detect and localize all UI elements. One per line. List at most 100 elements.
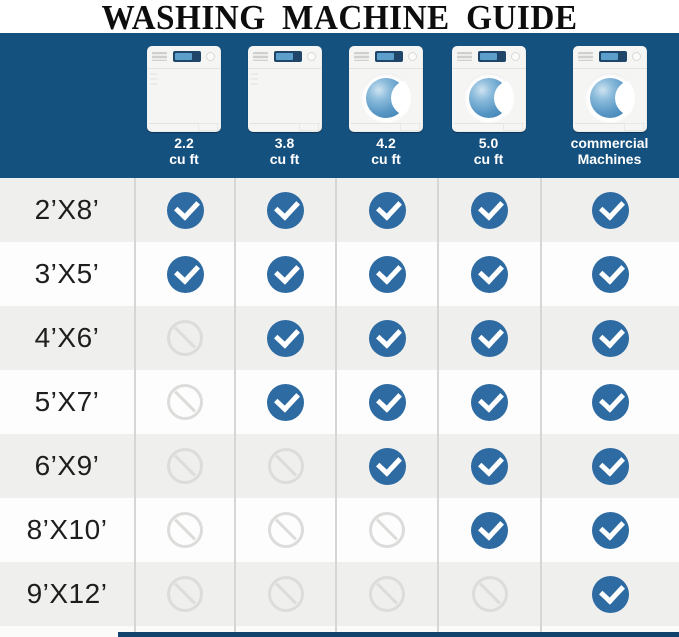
compatibility-cell [234,370,335,434]
rug-size-label: 3’X5’ [34,258,100,289]
compatibility-cell [335,434,437,498]
capacity-unit: cu ft [169,150,199,167]
check-icon [267,319,304,357]
check-icon [368,383,406,421]
check-icon [592,447,629,485]
capacity-label: 2.2 cu ft [169,135,199,167]
compatibility-cell [134,434,234,498]
rug-size-label: 8’X10’ [26,514,108,545]
compatibility-cell [540,562,679,626]
check-icon [166,191,204,229]
check-icon [471,511,508,549]
compatibility-cell [335,178,437,242]
rug-size-label: 9’X12’ [26,578,108,609]
capacity-label: commercial Machines [570,135,649,167]
table-row: 8’X10’ [0,498,679,562]
table-row: 4’X6’ [0,306,679,370]
table-row: 2’X8’ [0,178,679,242]
rug-size-label: 6’X9’ [34,450,100,481]
check-icon [471,191,508,229]
rug-size-label: 2’X8’ [34,194,100,225]
prohibited-icon [167,512,203,548]
kick-panel-line [453,123,524,124]
check-icon [267,255,304,293]
compatibility-cell [234,242,335,306]
drum-highlight [614,80,635,116]
prohibited-icon [369,512,405,548]
empty-cell [437,626,540,637]
capacity-value: 4.2 [376,135,396,151]
compatibility-cell [234,562,335,626]
prohibited-icon [167,320,203,356]
kick-panel-line [351,123,421,124]
compatibility-cell [437,178,540,242]
washing-machine-icon [247,46,322,132]
door-window-icon [463,73,514,123]
capacity-unit: cu ft [473,150,504,167]
compatibility-cell [437,562,540,626]
compatibility-cell [335,370,437,434]
compatibility-cell [540,498,679,562]
control-knob-icon [206,52,215,61]
compatibility-cell [437,306,540,370]
prohibited-icon [167,448,203,484]
compatibility-cell [134,498,234,562]
header-spacer [0,33,134,178]
check-icon [592,319,629,357]
drum-highlight [493,80,514,116]
prohibited-icon [167,384,203,420]
detergent-drawer-icon [577,52,593,61]
capacity-label: 3.8 cu ft [270,135,300,167]
panel-stripes [250,73,258,86]
kick-panel-corner [502,123,523,131]
empty-cell [335,626,437,637]
control-display-icon [375,51,403,62]
capacity-value: 2.2 [174,135,194,151]
compatibility-cell [134,306,234,370]
check-icon [592,575,629,613]
compatibility-cell [335,306,437,370]
machine-column: 4.2 cu ft [335,33,437,178]
capacity-unit: cu ft [371,150,401,167]
machine-header-band: 2.2 cu ft 3.8 cu ft [0,33,679,178]
detergent-drawer-icon [456,52,472,61]
table-row: 6’X9’ [0,434,679,498]
table-row: 3’X5’ [0,242,679,306]
compatibility-cell [437,370,540,434]
washing-machine-icon [451,46,526,132]
prohibited-icon [267,448,304,484]
table-row: 5’X7’ [0,370,679,434]
kick-panel-line [249,123,320,124]
compatibility-cell [234,178,335,242]
check-icon [267,191,304,229]
capacity-value: 3.8 [274,135,295,151]
compatibility-cell [540,434,679,498]
check-icon [267,383,304,421]
control-display-icon [598,51,627,62]
capacity-label: 4.2 cu ft [371,135,401,167]
compatibility-cell [540,306,679,370]
door-window-icon [361,73,411,123]
check-icon [368,255,406,293]
compatibility-cell [540,242,679,306]
washing-machine-icon [349,46,423,132]
capacity-value: commercial [570,135,649,151]
control-knob-icon [510,52,520,61]
rug-size-label: 5’X7’ [34,386,100,417]
check-icon [592,255,629,293]
capacity-unit: Machines [577,150,642,167]
kick-panel-line [574,123,645,124]
compatibility-cell [437,434,540,498]
compatibility-cell [134,370,234,434]
control-knob-icon [408,52,417,61]
compatibility-cell [134,562,234,626]
capacity-label: 5.0 cu ft [473,135,504,167]
rug-size-label: 4’X6’ [34,322,100,353]
table-row-partial [0,626,679,637]
control-display-icon [273,51,302,62]
kick-panel-corner [400,123,420,131]
machine-column: 3.8 cu ft [234,33,335,178]
control-knob-icon [306,52,316,61]
check-icon [592,191,629,229]
